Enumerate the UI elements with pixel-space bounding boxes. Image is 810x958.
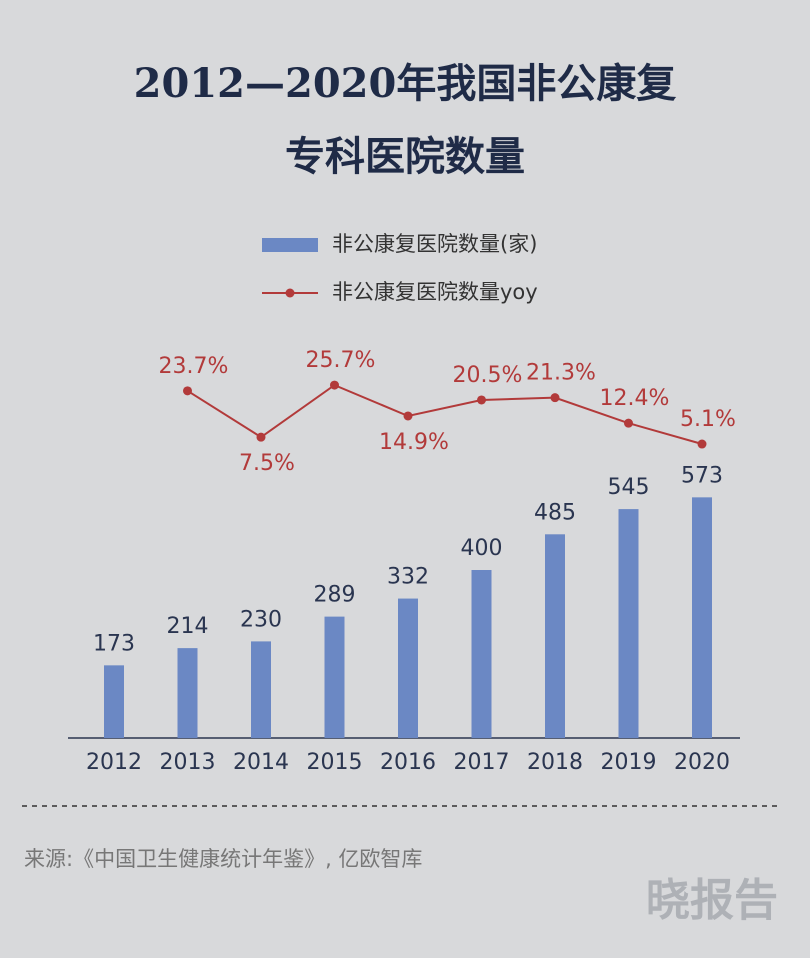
value-label: 400 xyxy=(461,536,503,561)
bar xyxy=(618,509,639,738)
value-label: 14.9% xyxy=(379,430,449,455)
x-tick-label: 2018 xyxy=(527,750,583,775)
value-label: 573 xyxy=(681,463,723,488)
x-tick-label: 2013 xyxy=(160,750,216,775)
source: 来源:《中国卫生健康统计年鉴》, 亿欧智库 xyxy=(24,847,422,871)
value-label: 289 xyxy=(314,583,356,608)
line-point xyxy=(624,418,633,428)
line-point xyxy=(697,439,707,449)
line-point xyxy=(477,395,486,405)
line-point xyxy=(403,411,413,421)
value-label: 21.3% xyxy=(526,361,596,386)
value-label: 25.7% xyxy=(306,348,376,373)
bar xyxy=(177,648,198,738)
line-point xyxy=(550,393,560,403)
line-point xyxy=(330,380,339,390)
value-label: 545 xyxy=(608,475,650,500)
line-point xyxy=(256,432,266,442)
value-label: 5.1% xyxy=(680,407,736,432)
x-tick-label: 2012 xyxy=(86,750,142,775)
x-tick-label: 2016 xyxy=(380,750,436,775)
bar xyxy=(545,534,565,738)
value-label: 173 xyxy=(93,631,135,656)
chart-title: 专科医院数量 xyxy=(285,133,525,180)
legend-label: 非公康复医院数量yoy xyxy=(332,280,538,304)
value-label: 12.4% xyxy=(600,386,670,411)
bar xyxy=(692,497,712,738)
x-tick-label: 2017 xyxy=(454,750,510,775)
bar xyxy=(471,570,492,738)
legend-label: 非公康复医院数量(家) xyxy=(332,232,537,256)
chart-title: 2012—2020年我国非公康复 xyxy=(134,60,677,107)
x-tick-label: 2015 xyxy=(307,750,363,775)
value-label: 214 xyxy=(167,614,209,639)
legend-swatch xyxy=(285,288,295,298)
value-label: 7.5% xyxy=(239,451,295,476)
bar xyxy=(104,665,124,738)
value-label: 23.7% xyxy=(159,354,229,379)
value-label: 485 xyxy=(534,500,576,525)
line-point xyxy=(183,386,192,396)
bar xyxy=(324,616,345,738)
legend-swatch xyxy=(262,238,318,252)
watermark: 晓报告 xyxy=(646,875,778,926)
line xyxy=(186,383,703,445)
value-label: 20.5% xyxy=(453,363,523,388)
bar xyxy=(251,641,271,738)
x-tick-label: 2014 xyxy=(233,750,289,775)
x-tick-label: 2019 xyxy=(601,750,657,775)
value-label: 230 xyxy=(240,607,282,632)
x-tick-label: 2020 xyxy=(674,750,730,775)
value-label: 332 xyxy=(387,565,429,590)
bar xyxy=(398,598,418,738)
